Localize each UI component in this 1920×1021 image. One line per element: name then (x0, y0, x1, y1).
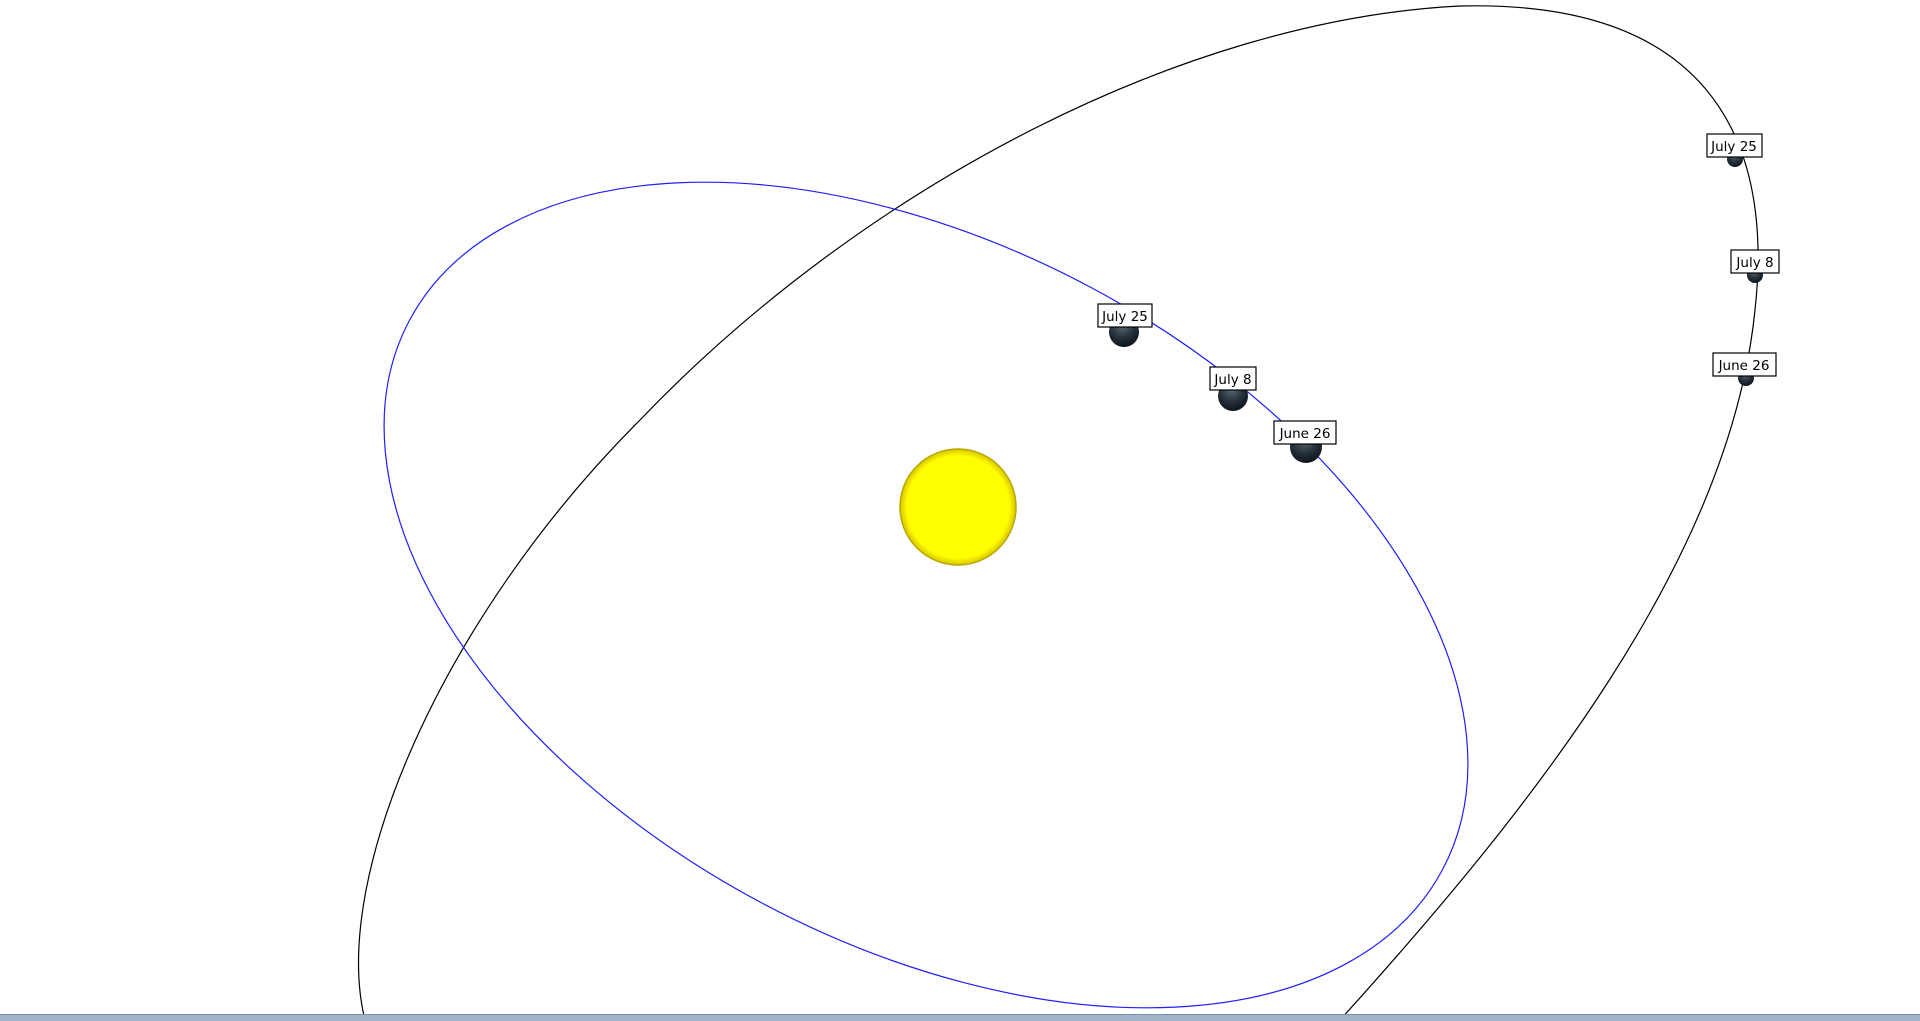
inner-date-label: June 26 (1273, 420, 1337, 445)
svg-text:July 25: July 25 (1710, 139, 1757, 155)
svg-text:June 26: June 26 (1279, 426, 1331, 442)
svg-text:July 25: July 25 (1101, 309, 1148, 325)
bottom-edge-strip (0, 1014, 1920, 1021)
sun (899, 448, 1017, 566)
outer-orbit-path (358, 5, 1759, 1020)
svg-text:July 8: July 8 (1735, 255, 1773, 271)
svg-text:July 8: July 8 (1213, 372, 1251, 388)
inner-orbit-path (383, 181, 1469, 1009)
outer-date-label: July 8 (1730, 249, 1780, 274)
inner-date-label: July 25 (1097, 303, 1153, 328)
outer-date-label: July 25 (1706, 133, 1763, 158)
outer-date-label: June 26 (1712, 352, 1777, 377)
svg-text:June 26: June 26 (1718, 358, 1770, 374)
inner-date-label: July 8 (1209, 366, 1257, 391)
